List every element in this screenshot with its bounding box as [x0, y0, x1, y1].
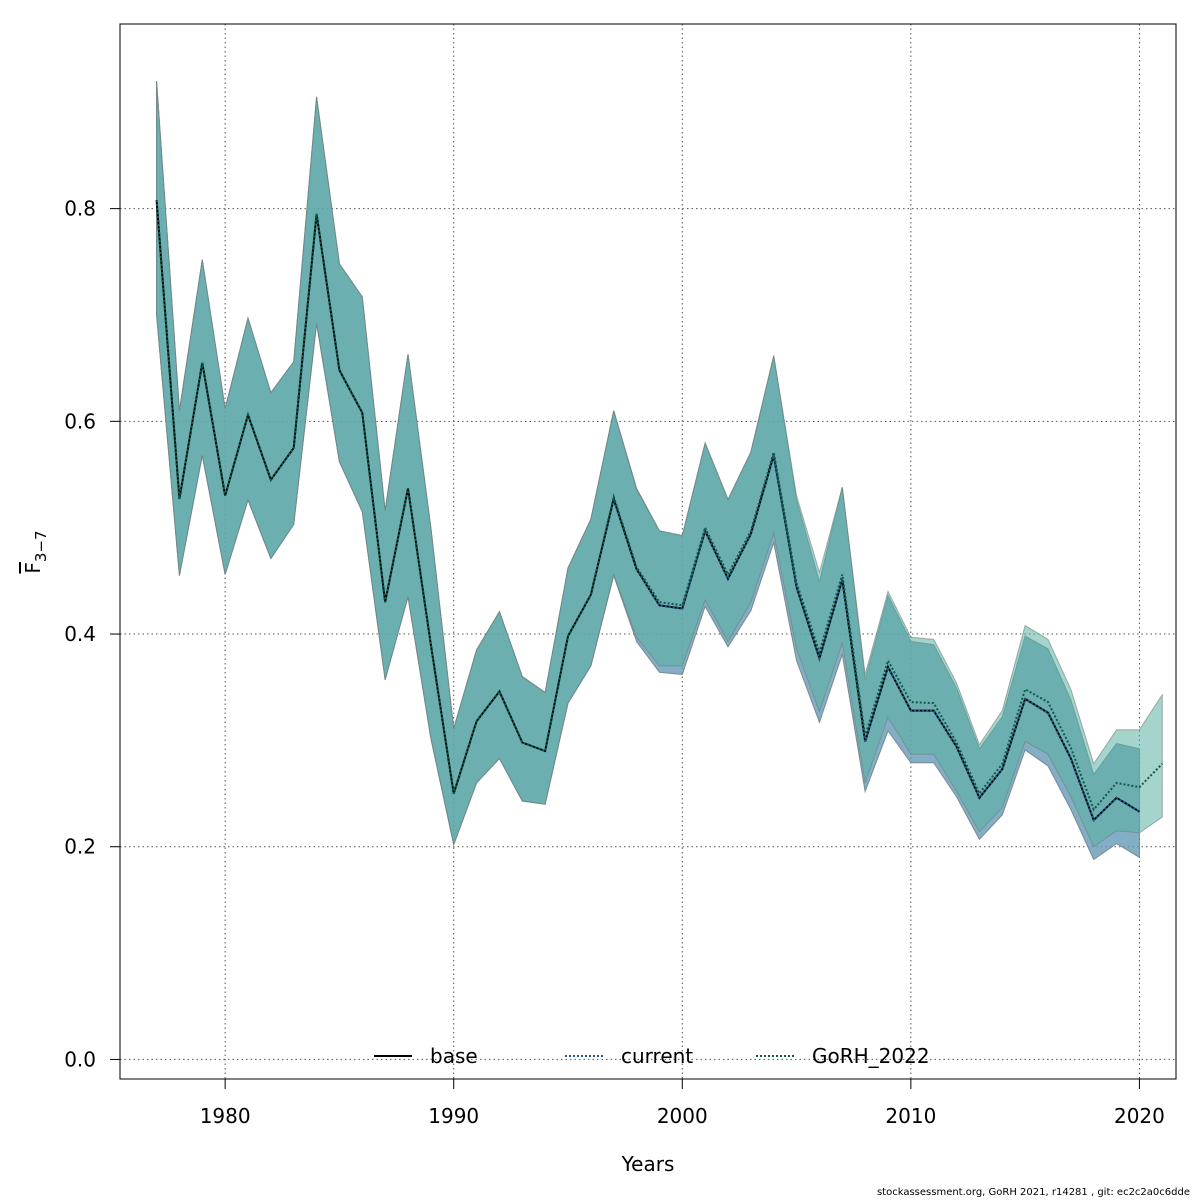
series-lines: [155, 200, 1164, 822]
y-axis-title-group: F3−7: [21, 530, 50, 573]
y-tick-label: 0.4: [64, 622, 96, 646]
plot-frame: [119, 23, 1177, 1080]
x-tick-label: 2000: [657, 1104, 708, 1128]
y-tick-label: 0.6: [64, 409, 96, 433]
x-tick-label: 2020: [1114, 1104, 1165, 1128]
y-tick-label: 0.2: [64, 835, 96, 859]
y-axis-title: F3−7: [21, 530, 50, 573]
confidence-bands: [156, 80, 1163, 861]
y-axis-title-main: F: [21, 562, 45, 574]
legend: base current GoRH_2022: [374, 1044, 930, 1068]
x-tick-label: 1990: [428, 1104, 479, 1128]
legend-label-current: current: [621, 1044, 693, 1068]
y-tick-label: 0.8: [64, 197, 96, 221]
series-line-current: [155, 200, 1140, 822]
y-axis: 0.0 0.2 0.4 0.6 0.8: [64, 197, 120, 1071]
series-line-GoRH_2022: [155, 200, 1164, 812]
legend-label-GoRH_2022: GoRH_2022: [812, 1044, 930, 1068]
y-tick-label: 0.0: [64, 1047, 96, 1071]
y-axis-title-sub: 3−7: [32, 530, 50, 562]
x-tick-label: 2010: [885, 1104, 936, 1128]
footer-credit: stockassessment.org, GoRH 2021, r14281 ,…: [876, 1187, 1190, 1198]
x-tick-label: 1980: [200, 1104, 251, 1128]
ci-band-GoRH_2022: [156, 80, 1163, 848]
x-axis: 1980 1990 2000 2010 2020: [200, 1079, 1165, 1128]
x-axis-title: Years: [621, 1152, 675, 1176]
legend-label-base: base: [430, 1044, 478, 1068]
